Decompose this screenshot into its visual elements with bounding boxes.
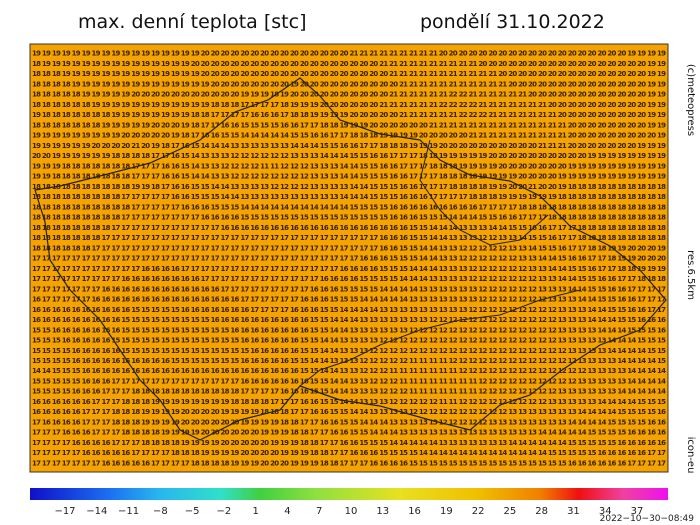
grid-row: 16 16 16 16 16 17 17 17 18 18 18 19 19 1… (32, 408, 666, 416)
grid-row: 17 17 17 17 17 17 17 17 17 17 17 17 17 1… (32, 255, 666, 263)
grid-row: 16 16 16 16 16 16 16 16 16 15 15 15 15 1… (32, 316, 666, 324)
grid-row: 16 16 16 16 16 16 16 16 16 16 15 15 15 1… (32, 306, 666, 314)
grid-row: 19 19 19 18 18 18 18 18 18 18 17 17 17 1… (32, 162, 666, 170)
timestamp: 2022−10−30−08:49 (600, 514, 695, 524)
colorbar-label: 1 (252, 506, 258, 517)
resolution: res.6.5km (685, 250, 696, 300)
grid-row: 17 17 17 17 17 17 17 17 17 16 16 16 16 1… (32, 275, 666, 283)
grid-row: 15 15 15 15 16 16 16 16 16 16 16 16 16 1… (32, 357, 666, 365)
colorbar-label: 19 (440, 506, 453, 517)
colorbar-label: 7 (316, 506, 322, 517)
grid-row: 20 20 19 19 19 19 19 19 18 18 18 18 17 1… (32, 152, 666, 160)
colorbar-label: −14 (86, 506, 107, 517)
grid-row: 18 18 18 18 18 18 19 19 19 19 19 19 19 1… (32, 101, 666, 109)
grid-row: 14 14 15 15 15 16 16 16 16 16 16 16 16 1… (32, 367, 666, 375)
grid-row: 17 17 17 17 16 16 16 16 17 17 17 18 18 1… (32, 439, 666, 447)
grid-row: 18 18 18 18 18 18 17 17 17 17 17 17 17 1… (32, 244, 666, 252)
grid-row: 18 19 19 19 19 19 19 19 19 19 19 19 19 1… (32, 60, 666, 68)
grid-row: 18 18 18 18 19 19 19 19 19 19 19 19 19 1… (32, 80, 666, 88)
map-title: max. denní teplota [stc] (78, 11, 306, 33)
grid-row: 18 18 18 18 18 19 19 19 19 19 20 20 20 2… (32, 91, 666, 99)
grid-row: 15 15 15 15 16 16 16 16 16 15 15 15 15 1… (32, 347, 666, 355)
grid-row: 17 16 16 16 16 17 17 17 18 18 18 19 19 1… (32, 418, 666, 426)
copyright: (c)meteopress (685, 64, 696, 136)
colorbar-label: −8 (153, 506, 168, 517)
grid-row: 17 17 17 17 17 17 17 16 16 16 16 16 17 1… (32, 459, 666, 467)
colorbar-label: −11 (118, 506, 139, 517)
grid-row: 16 16 16 16 16 16 17 17 17 18 18 18 19 1… (32, 398, 666, 406)
colorbar-label: 28 (535, 506, 548, 517)
colorbar (30, 488, 668, 500)
grid-row: 18 18 18 18 18 18 18 18 17 17 17 17 17 1… (32, 224, 666, 232)
colorbar-label: 34 (599, 506, 612, 517)
grid-row: 18 18 18 18 18 18 18 18 18 17 17 17 17 1… (32, 193, 666, 201)
colorbar-label: 31 (567, 506, 580, 517)
colorbar-label: 4 (284, 506, 290, 517)
grid-row: 18 18 18 18 18 18 18 18 18 17 17 17 17 1… (32, 214, 666, 222)
grid-row: 18 18 18 18 18 18 18 17 17 17 17 17 17 1… (32, 234, 666, 242)
grid-row: 16 17 17 17 17 17 16 16 16 16 16 16 16 1… (32, 296, 666, 304)
grid-row: 19 19 19 19 19 19 20 20 20 20 21 20 19 1… (32, 142, 666, 150)
grid-row: 19 19 18 18 18 18 18 18 18 18 17 17 17 1… (32, 173, 666, 181)
region-border (299, 139, 581, 387)
colorbar-label: 13 (376, 506, 389, 517)
grid-row: 15 15 15 15 16 16 16 17 17 17 18 18 18 1… (32, 388, 666, 396)
grid-row: 18 18 18 19 19 19 19 19 19 19 19 19 19 1… (32, 70, 666, 78)
colorbar-label: 37 (631, 506, 644, 517)
grid-row: 19 18 18 18 18 18 18 18 19 19 19 19 19 1… (32, 111, 666, 119)
value-grid: 19 19 19 19 19 19 19 19 19 19 19 19 19 1… (32, 50, 666, 468)
colorbar-labels: −17 −14 −11 −8 −5 −2 1 4 7 10 13 16 19 22 25 28 31 34 37 (54, 506, 643, 517)
grid-row: 19 19 19 19 19 19 19 19 19 20 20 20 20 2… (32, 132, 666, 140)
model-name: icon-eu (685, 437, 696, 474)
colorbar-label: 22 (472, 506, 485, 517)
colorbar-label: −2 (217, 506, 232, 517)
grid-row: 17 17 17 17 17 17 17 16 16 16 16 16 16 1… (32, 285, 666, 293)
country-border (34, 77, 667, 441)
colorbar-label: −5 (185, 506, 200, 517)
map-area (29, 43, 669, 473)
grid-row: 17 17 17 16 16 16 17 17 17 18 18 18 18 1… (32, 429, 666, 437)
grid-row: 15 15 16 16 16 16 16 16 16 15 15 15 15 1… (32, 326, 666, 334)
map-date: pondělí 31.10.2022 (420, 11, 605, 33)
grid-row: 15 15 15 16 16 16 16 16 15 15 15 15 15 1… (32, 337, 666, 345)
grid-row: 17 17 17 17 17 16 16 16 16 16 17 17 17 1… (32, 449, 666, 457)
grid-row: 18 18 18 18 18 18 18 19 19 19 19 19 20 2… (32, 121, 666, 129)
grid-row: 18 18 18 18 18 18 18 18 18 18 19 19 18 1… (32, 183, 666, 191)
colorbar-label: −17 (54, 506, 75, 517)
colorbar-label: 25 (504, 506, 517, 517)
grid-row: 17 17 17 17 17 17 17 17 17 17 17 16 16 1… (32, 265, 666, 273)
colorbar-label: 16 (408, 506, 421, 517)
colorbar-label: 10 (345, 506, 358, 517)
grid-row: 19 19 19 19 19 19 19 19 19 19 19 19 19 1… (32, 50, 666, 58)
grid-row: 15 15 15 15 15 16 16 16 17 17 17 17 17 1… (32, 377, 666, 385)
grid-row: 18 18 18 18 18 18 18 18 18 18 17 17 17 1… (32, 203, 666, 211)
